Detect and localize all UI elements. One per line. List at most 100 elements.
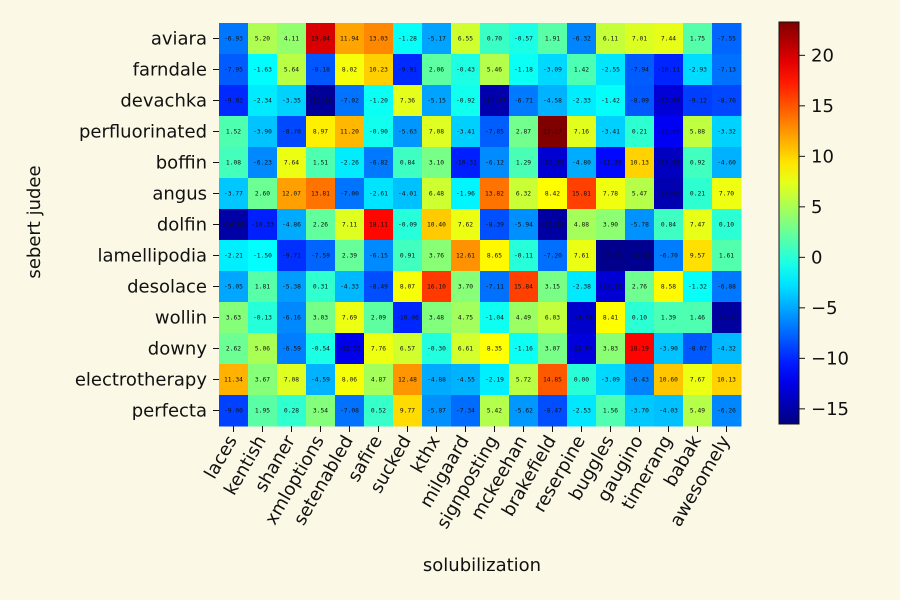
heatmap-cell bbox=[219, 116, 249, 148]
cell-value-label: -2.21 bbox=[224, 253, 243, 260]
heatmap-cells bbox=[219, 23, 742, 427]
cell-value-label: -2.19 bbox=[485, 377, 504, 384]
heatmap-cell bbox=[364, 178, 394, 210]
cell-value-label: 6.57 bbox=[400, 346, 415, 353]
heatmap-cell bbox=[393, 178, 423, 210]
cell-value-label: 6.48 bbox=[429, 191, 444, 198]
cell-value-label: 1.56 bbox=[603, 408, 618, 415]
heatmap-cell bbox=[538, 147, 568, 179]
cell-value-label: 8.97 bbox=[313, 129, 328, 136]
heatmap-cell bbox=[364, 147, 394, 179]
y-tick-label: downy bbox=[148, 339, 208, 360]
cell-value-label: -13.54 bbox=[570, 315, 593, 322]
cell-value-label: -7.59 bbox=[311, 253, 330, 260]
heatmap-cell bbox=[219, 209, 249, 241]
heatmap-cell bbox=[248, 147, 278, 179]
cell-value-label: 3.07 bbox=[545, 346, 560, 353]
heatmap-cell bbox=[364, 116, 394, 148]
cell-value-label: -7.13 bbox=[717, 67, 736, 74]
cell-value-label: 6.32 bbox=[516, 191, 531, 198]
cell-value-label: 13.81 bbox=[311, 191, 330, 198]
cell-value-label: 7.01 bbox=[632, 36, 647, 43]
cell-value-label: -3.32 bbox=[717, 129, 736, 136]
cell-value-label: 8.42 bbox=[545, 191, 560, 198]
cell-value-label: 12.48 bbox=[398, 377, 417, 384]
cell-value-label: -8.47 bbox=[543, 408, 562, 415]
cell-value-label: 4.75 bbox=[458, 315, 473, 322]
y-tick-label: lamellipodia bbox=[97, 246, 207, 267]
cell-value-label: -0.11 bbox=[514, 253, 533, 260]
heatmap-cell bbox=[683, 147, 713, 179]
heatmap-cell bbox=[567, 240, 597, 272]
cell-value-label: 10.23 bbox=[369, 67, 388, 74]
cell-value-label: -5.87 bbox=[427, 408, 446, 415]
heatmap-cell bbox=[451, 395, 481, 427]
heatmap-cell bbox=[277, 23, 307, 55]
heatmap-cell bbox=[393, 85, 423, 117]
cell-value-label: -3.41 bbox=[601, 129, 620, 136]
heatmap-cell bbox=[625, 178, 655, 210]
cell-value-label: 8.41 bbox=[603, 315, 618, 322]
heatmap-cell bbox=[364, 333, 394, 365]
cell-value-label: -1.16 bbox=[514, 346, 533, 353]
cell-value-label: -2.34 bbox=[253, 98, 272, 105]
cell-value-label: -4.60 bbox=[717, 160, 736, 167]
heatmap-cell bbox=[509, 178, 539, 210]
cell-value-label: 4.49 bbox=[516, 315, 531, 322]
cell-value-label: 6.61 bbox=[458, 346, 473, 353]
cell-value-label: -13.26 bbox=[541, 160, 564, 167]
cell-value-label: -8.39 bbox=[485, 222, 504, 229]
cell-value-label: -11.20 bbox=[599, 160, 622, 167]
heatmap-cell bbox=[422, 209, 452, 241]
heatmap-cell bbox=[219, 395, 249, 427]
heatmap-cell bbox=[335, 23, 365, 55]
heatmap-cell bbox=[422, 85, 452, 117]
heatmap-cell bbox=[393, 395, 423, 427]
cell-value-label: -1.63 bbox=[253, 67, 272, 74]
cell-value-label: -8.18 bbox=[311, 67, 330, 74]
y-tick-label: perfecta bbox=[132, 401, 207, 422]
cell-value-label: 5.20 bbox=[255, 36, 270, 43]
heatmap-cell bbox=[596, 209, 626, 241]
cell-value-label: -8.76 bbox=[717, 98, 736, 105]
heatmap-cell bbox=[393, 147, 423, 179]
heatmap-cell bbox=[306, 271, 336, 303]
heatmap-cell bbox=[625, 271, 655, 303]
heatmap-cell bbox=[451, 23, 481, 55]
cell-value-label: -8.09 bbox=[630, 98, 649, 105]
cell-value-label: -7.34 bbox=[456, 408, 475, 415]
heatmap-cell bbox=[538, 395, 568, 427]
cell-value-label: 0.28 bbox=[284, 408, 299, 415]
heatmap-cell bbox=[683, 178, 713, 210]
cell-value-label: -6.71 bbox=[514, 98, 533, 105]
heatmap-cell bbox=[480, 116, 510, 148]
cell-value-label: -5.62 bbox=[514, 408, 533, 415]
heatmap-cell bbox=[480, 333, 510, 365]
heatmap-cell bbox=[567, 178, 597, 210]
heatmap-cell bbox=[596, 364, 626, 396]
cell-value-label: 14.85 bbox=[543, 377, 562, 384]
heatmap-cell bbox=[219, 147, 249, 179]
cell-value-label: 1.46 bbox=[690, 315, 705, 322]
y-tick-label: farndale bbox=[133, 60, 207, 81]
heatmap-cell bbox=[451, 209, 481, 241]
cell-value-label: -0.54 bbox=[311, 346, 330, 353]
heatmap-cell bbox=[625, 240, 655, 272]
heatmap-cell bbox=[654, 85, 684, 117]
heatmap-cell bbox=[393, 240, 423, 272]
heatmap-cell bbox=[277, 271, 307, 303]
cell-value-label: -2.53 bbox=[572, 408, 591, 415]
cell-value-label: 3.54 bbox=[313, 408, 328, 415]
cell-value-label: -3.77 bbox=[224, 191, 243, 198]
heatmap-cell bbox=[480, 395, 510, 427]
heatmap-cell bbox=[422, 54, 452, 86]
heatmap-cell bbox=[451, 147, 481, 179]
heatmap-cell bbox=[683, 240, 713, 272]
heatmap-cell bbox=[683, 333, 713, 365]
heatmap-cell bbox=[248, 271, 278, 303]
heatmap-cell bbox=[219, 240, 249, 272]
heatmap-cell bbox=[335, 178, 365, 210]
cell-value-label: 8.02 bbox=[342, 67, 357, 74]
cell-value-label: 0.84 bbox=[400, 160, 415, 167]
